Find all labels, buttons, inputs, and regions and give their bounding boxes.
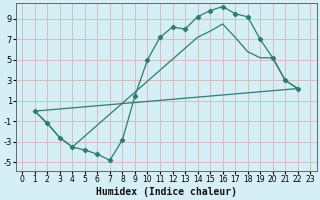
X-axis label: Humidex (Indice chaleur): Humidex (Indice chaleur) bbox=[96, 186, 237, 197]
